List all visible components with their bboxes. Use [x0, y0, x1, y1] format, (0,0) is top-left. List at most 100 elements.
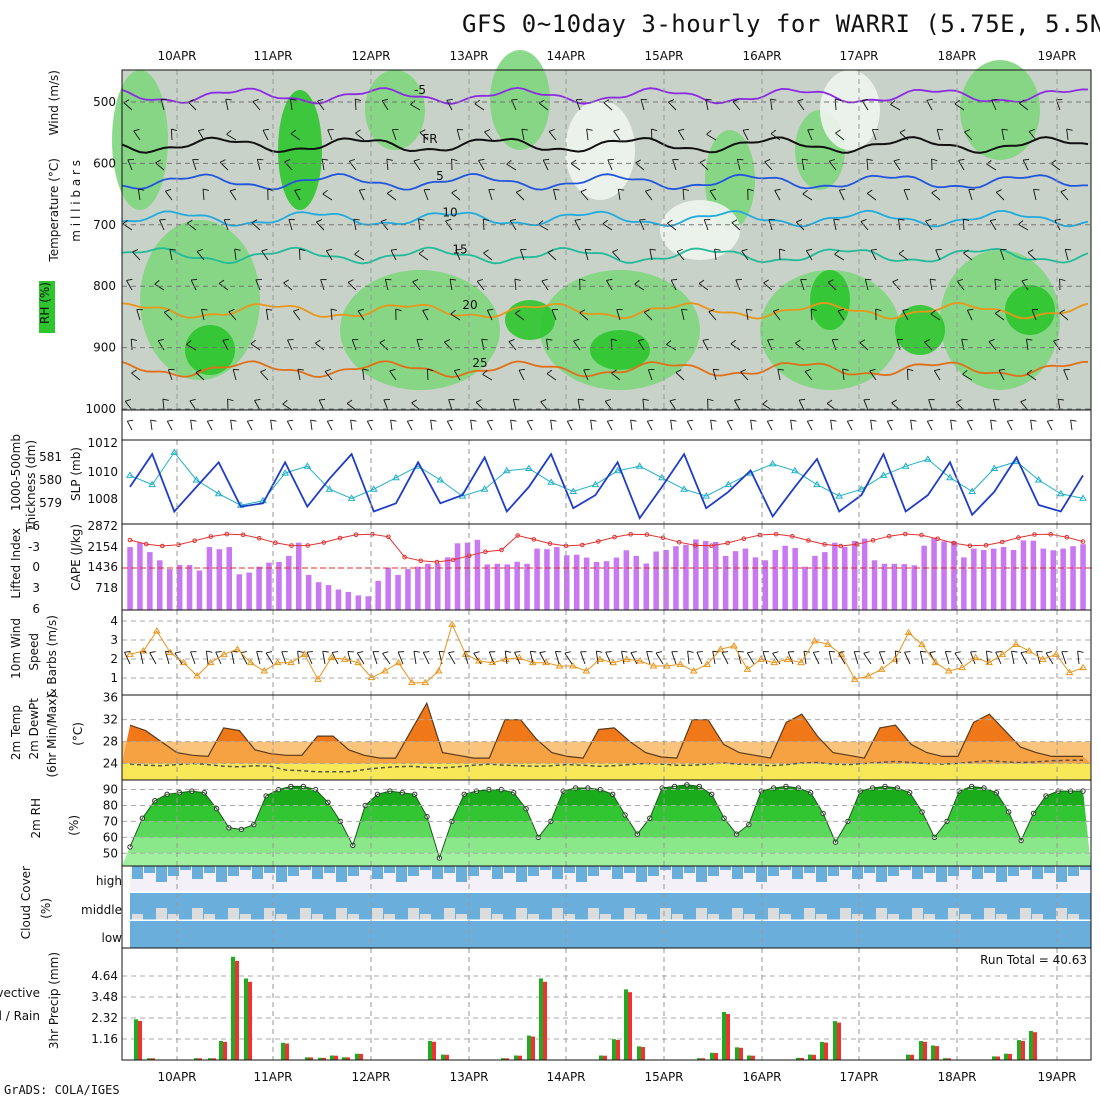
wind-marker	[246, 658, 255, 666]
precip-bar-total	[697, 1058, 701, 1060]
wind-barb	[290, 133, 301, 141]
surface-barb	[447, 419, 454, 422]
rh-line	[129, 784, 1083, 860]
cape-bar	[981, 550, 987, 610]
precip-bar-convective	[1021, 1040, 1025, 1060]
wind-barb	[410, 104, 421, 111]
wind-barb	[476, 281, 485, 291]
wind-barb	[1026, 373, 1037, 381]
surface-barb	[190, 419, 197, 422]
cape-bar	[564, 555, 570, 610]
wind-barb	[603, 102, 613, 111]
wind-barb	[741, 248, 748, 252]
precip-bar-convective	[837, 1022, 841, 1060]
wind-barb	[284, 159, 291, 163]
thickness-marker	[946, 473, 954, 481]
surface-barb	[527, 419, 534, 422]
wind-barb	[155, 159, 161, 164]
wind-barb	[330, 308, 337, 311]
wind-marker	[904, 628, 913, 636]
precip-bar-convective	[824, 1042, 828, 1060]
wind-barb	[742, 129, 749, 141]
wind-10m-barb	[240, 651, 247, 653]
wind-marker	[810, 637, 819, 644]
wind-10m-barb	[514, 651, 521, 653]
cloud-high-cell	[276, 866, 287, 882]
pressure-tick-800: 800	[93, 279, 116, 293]
cloud-middle-cell	[660, 908, 671, 920]
wind-barb	[966, 309, 973, 321]
wind-barb	[256, 159, 261, 171]
surface-barb	[350, 420, 353, 431]
wind-barb	[926, 98, 933, 101]
cloud-high-cell	[1056, 866, 1067, 882]
wind-10m-barb	[954, 651, 961, 654]
wind-barb	[667, 219, 673, 224]
thickness-marker	[591, 480, 600, 488]
precip-bar-convective	[923, 1041, 927, 1060]
wind-barb	[801, 159, 805, 171]
wind-barb	[1063, 369, 1069, 381]
cloud-high-cell	[972, 866, 983, 879]
precip-bar-convective	[505, 1058, 509, 1060]
wind-barb	[379, 342, 389, 351]
precip-bar-total	[943, 1058, 947, 1060]
wind-barb	[386, 159, 389, 171]
cape-bar	[832, 542, 838, 610]
wind-barb	[605, 398, 612, 402]
wind-10m-barb	[124, 652, 131, 665]
cloud-middle-cell	[240, 914, 251, 920]
surface-barb	[1046, 420, 1053, 431]
wind-barb	[639, 219, 645, 231]
wind-barb	[669, 400, 677, 411]
wind-barb	[227, 398, 234, 402]
cloud-high-cell	[876, 866, 887, 882]
wind-barb	[483, 252, 493, 261]
cloud-middle-cell	[876, 908, 887, 920]
wind-barb	[859, 339, 866, 344]
wind-10m-barb	[772, 653, 781, 665]
wind-marker	[166, 648, 175, 656]
cloud-high-cell	[360, 866, 371, 870]
wind-barb	[570, 159, 577, 164]
wind-barb	[282, 403, 293, 411]
wind-barb	[1059, 309, 1066, 314]
wind-barb	[455, 249, 461, 261]
wind-barb	[777, 368, 784, 371]
precip-bar-convective	[641, 1047, 645, 1060]
wind-10m-barb	[904, 652, 911, 665]
wind-barb	[165, 190, 173, 201]
date-top-16APR: 16APR	[742, 49, 781, 63]
cloud-middle-cell	[516, 908, 527, 920]
cloud-middle-cell	[624, 908, 635, 920]
wind-barb	[645, 188, 652, 192]
wind-barb	[290, 99, 293, 111]
wind-barb	[521, 129, 525, 141]
precip-bar-convective	[346, 1057, 350, 1060]
wind-barb	[226, 133, 237, 141]
wind-barb	[446, 98, 453, 101]
wind-barb	[1060, 191, 1069, 201]
wind-barb	[925, 220, 933, 231]
cape-bar	[941, 541, 947, 610]
cloud-middle-cell	[348, 914, 359, 920]
wind-barb	[891, 399, 897, 404]
wind-barb	[347, 282, 357, 291]
surface-barb	[407, 419, 414, 422]
wind-barb	[188, 101, 197, 111]
wind-barb	[324, 371, 333, 381]
wind-barb	[676, 248, 683, 252]
wind-10m-barb	[919, 651, 924, 665]
wind-barb	[839, 188, 846, 191]
wind-10m-barb	[413, 650, 420, 653]
wind-barb	[167, 369, 173, 381]
wind-barb	[322, 189, 328, 195]
cloud-high-cell	[924, 866, 935, 873]
wind-barb	[514, 313, 525, 321]
date-bottom-15APR: 15APR	[644, 1070, 683, 1084]
wind-barb	[703, 219, 709, 231]
wind-barb	[835, 132, 845, 141]
wind-tick-2: 2	[110, 652, 118, 666]
wind-barb	[325, 250, 333, 261]
wind-10m-barb	[630, 651, 637, 653]
